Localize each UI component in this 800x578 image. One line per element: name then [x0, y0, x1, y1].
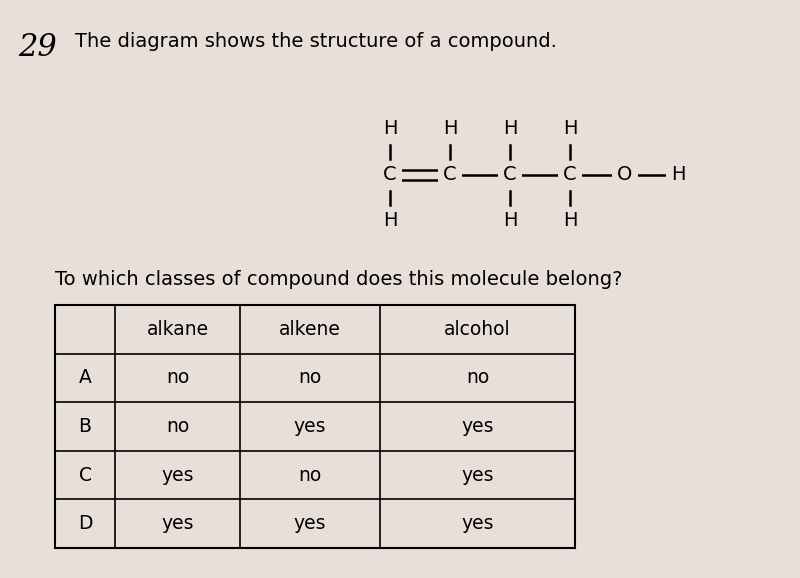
Text: yes: yes	[162, 466, 194, 484]
Text: A: A	[78, 368, 91, 387]
Text: alcohol: alcohol	[444, 320, 511, 339]
Text: H: H	[670, 165, 686, 184]
Text: alkane: alkane	[146, 320, 209, 339]
Text: no: no	[166, 368, 189, 387]
Text: yes: yes	[462, 417, 494, 436]
Text: B: B	[78, 417, 91, 436]
Text: no: no	[466, 368, 489, 387]
Text: alkene: alkene	[279, 320, 341, 339]
Text: H: H	[502, 120, 518, 139]
Text: H: H	[382, 212, 398, 231]
Text: yes: yes	[462, 514, 494, 533]
Text: H: H	[502, 212, 518, 231]
Text: The diagram shows the structure of a compound.: The diagram shows the structure of a com…	[75, 32, 557, 51]
Bar	[55, 305, 575, 548]
Text: H: H	[562, 120, 578, 139]
Text: D: D	[78, 514, 92, 533]
Text: yes: yes	[462, 466, 494, 484]
Text: no: no	[166, 417, 189, 436]
Text: C: C	[563, 165, 577, 184]
Text: 29: 29	[18, 32, 57, 63]
Text: H: H	[382, 120, 398, 139]
Text: O: O	[618, 165, 633, 184]
Text: H: H	[562, 212, 578, 231]
Text: no: no	[298, 466, 322, 484]
Text: yes: yes	[294, 514, 326, 533]
Text: C: C	[78, 466, 91, 484]
Text: To which classes of compound does this molecule belong?: To which classes of compound does this m…	[55, 270, 622, 289]
Text: yes: yes	[294, 417, 326, 436]
Text: no: no	[298, 368, 322, 387]
Text: yes: yes	[162, 514, 194, 533]
Text: C: C	[503, 165, 517, 184]
Text: C: C	[443, 165, 457, 184]
Text: H: H	[442, 120, 458, 139]
Text: C: C	[383, 165, 397, 184]
